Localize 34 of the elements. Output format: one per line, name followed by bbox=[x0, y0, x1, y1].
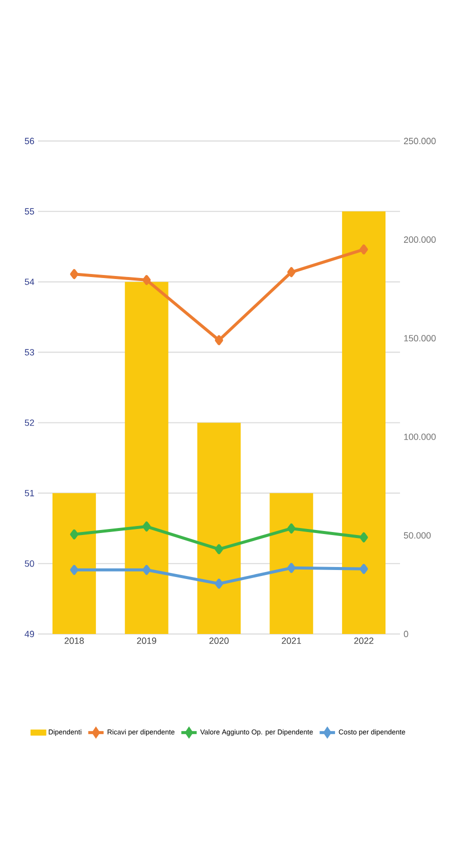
point bbox=[70, 564, 78, 575]
point bbox=[287, 523, 296, 534]
y2-tick-label: 150.000 bbox=[404, 335, 436, 342]
y-tick-label: 55 bbox=[24, 208, 34, 215]
x-tick-label: 2021 bbox=[282, 638, 301, 644]
point bbox=[70, 269, 78, 280]
point bbox=[70, 529, 78, 540]
y-tick-label: 50 bbox=[24, 560, 34, 567]
y2-tick-label: 250.000 bbox=[404, 138, 436, 144]
point bbox=[214, 578, 224, 589]
y-tick-label: 56 bbox=[24, 138, 34, 144]
y2-tick-label: 50.000 bbox=[404, 532, 431, 539]
point bbox=[360, 532, 368, 542]
x-tick-label: 2022 bbox=[354, 638, 374, 644]
y2-tick-label: 0 bbox=[404, 630, 408, 638]
y-tick-label: 54 bbox=[24, 278, 34, 285]
y-tick-label: 51 bbox=[24, 490, 34, 496]
point bbox=[142, 564, 151, 575]
point bbox=[214, 544, 224, 554]
y-tick-label: 53 bbox=[24, 349, 34, 356]
point bbox=[142, 522, 151, 532]
point bbox=[142, 275, 151, 286]
point bbox=[287, 267, 296, 278]
point bbox=[287, 562, 296, 573]
y-tick-label: 52 bbox=[24, 420, 34, 426]
x-tick-label: 2019 bbox=[137, 638, 156, 644]
point bbox=[360, 244, 368, 254]
x-tick-label: 2018 bbox=[64, 638, 84, 644]
y-tick-label: 49 bbox=[24, 630, 34, 638]
y2-tick-label: 200.000 bbox=[404, 236, 436, 243]
point bbox=[360, 564, 368, 574]
point bbox=[214, 335, 224, 346]
x-tick-label: 2020 bbox=[209, 638, 229, 644]
y2-tick-label: 100.000 bbox=[404, 434, 436, 440]
